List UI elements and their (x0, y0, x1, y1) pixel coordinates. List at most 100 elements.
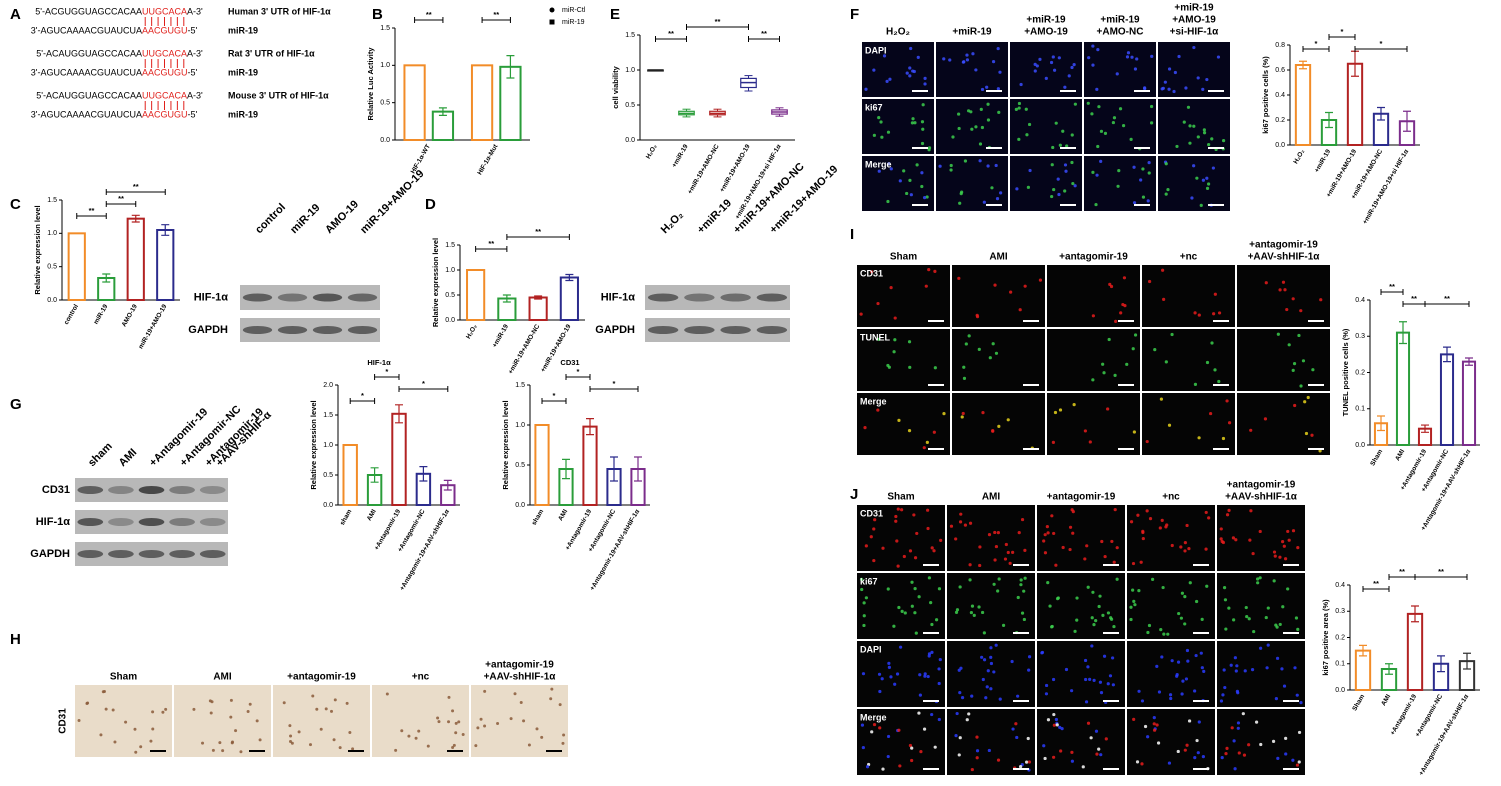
cell-signal (900, 508, 904, 512)
cell-signal (1200, 617, 1204, 621)
cell-signal (1028, 168, 1032, 173)
cell-signal (923, 672, 927, 676)
blot-band (138, 518, 165, 526)
cell-signal (400, 729, 404, 733)
x-tick-label: H₂O₂ (465, 323, 479, 340)
cell-signal (1219, 699, 1224, 703)
blot-band (77, 550, 104, 558)
cell-signal (920, 184, 924, 189)
cell-signal (1055, 723, 1059, 727)
y-tick-label: 0.4 (1335, 582, 1345, 589)
cell-signal (1235, 664, 1239, 668)
cell-signal (1210, 341, 1214, 345)
legend-label: miR-Ctl (562, 7, 586, 14)
micrograph (1217, 641, 1305, 707)
cell-signal (1160, 518, 1164, 522)
cell-signal (1206, 182, 1211, 186)
bar (1395, 331, 1411, 446)
cell-signal (905, 71, 909, 75)
cell-signal (338, 746, 342, 750)
cell-signal (869, 535, 873, 539)
cell-signal (1202, 131, 1207, 135)
x-tick-label: +miR-19+AMO-19 (719, 143, 752, 193)
cell-signal (1086, 721, 1091, 725)
cell-signal (1167, 423, 1172, 427)
sequence-suffix: A-3' (187, 90, 203, 100)
cell-signal (1168, 693, 1173, 697)
cell-signal (909, 193, 913, 197)
cell-signal (877, 672, 882, 676)
cell-signal (917, 711, 921, 715)
cell-signal (1200, 666, 1204, 670)
blot-band (138, 486, 165, 494)
cell-signal (1177, 611, 1181, 616)
cell-signal (1284, 752, 1288, 756)
cell-signal (887, 365, 891, 369)
cell-signal (461, 733, 465, 737)
error-bar (610, 456, 618, 482)
cell-signal (1043, 551, 1048, 555)
cell-signal (1180, 692, 1184, 696)
y-axis-label: ki67 positive cells (%) (1261, 56, 1270, 134)
bar (528, 296, 548, 321)
cell-signal (1242, 753, 1247, 757)
cell-signal (958, 691, 962, 695)
y-tick-label: 0.6 (1275, 67, 1285, 74)
cell-signal (1183, 748, 1187, 752)
cell-signal (562, 733, 566, 737)
cell-signal (1297, 760, 1301, 764)
cell-signal (982, 631, 986, 635)
micrograph (862, 156, 934, 211)
cell-signal (971, 52, 975, 56)
cell-signal (981, 677, 985, 682)
sequence-seed: AACGUGU (142, 67, 188, 77)
column-label: +nc (412, 672, 430, 683)
cell-signal (1129, 605, 1133, 609)
panel-label: C (10, 196, 21, 213)
cell-signal (1054, 121, 1058, 125)
cell-signal (1304, 431, 1309, 436)
cell-signal (1050, 624, 1054, 629)
cell-signal (949, 168, 953, 172)
cell-signal (882, 54, 887, 58)
micrograph (952, 393, 1045, 455)
micrograph (936, 99, 1008, 154)
cell-signal (1017, 137, 1021, 141)
cell-signal (1132, 165, 1136, 169)
cell-signal (1108, 674, 1113, 678)
cell-signal (910, 604, 914, 608)
cell-signal (1129, 617, 1133, 622)
cell-signal (1115, 72, 1119, 76)
cell-signal (911, 117, 915, 121)
cell-signal (1046, 531, 1050, 535)
cell-signal (1164, 360, 1168, 364)
cell-signal (77, 718, 81, 722)
cell-signal (1193, 382, 1198, 386)
cell-signal (1234, 669, 1238, 673)
cell-signal (1133, 67, 1138, 71)
y-tick-label: 0.2 (1355, 369, 1365, 376)
cell-signal (509, 717, 513, 721)
row-label: CD31 (860, 508, 883, 518)
cell-signal (872, 68, 876, 72)
column-label: +miR-19 (1100, 15, 1140, 26)
cell-signal (918, 673, 922, 677)
error-bar (438, 107, 447, 116)
cell-signal (1139, 178, 1143, 182)
cell-signal (1043, 533, 1047, 537)
micrograph (471, 685, 568, 757)
y-tick-label: 0.2 (1275, 117, 1285, 124)
cell-signal (1070, 133, 1074, 137)
cell-signal (1291, 529, 1296, 533)
column-label: AMI (982, 492, 1001, 503)
cell-signal (870, 270, 874, 274)
cell-signal (1040, 651, 1044, 655)
cell-signal (345, 701, 349, 705)
blot-band (77, 518, 104, 526)
significance-label: ** (1399, 567, 1405, 576)
cell-signal (1256, 577, 1260, 581)
blot-band (199, 518, 226, 526)
cell-signal (975, 735, 979, 739)
cell-signal (1201, 178, 1205, 182)
cell-signal (1096, 144, 1100, 149)
